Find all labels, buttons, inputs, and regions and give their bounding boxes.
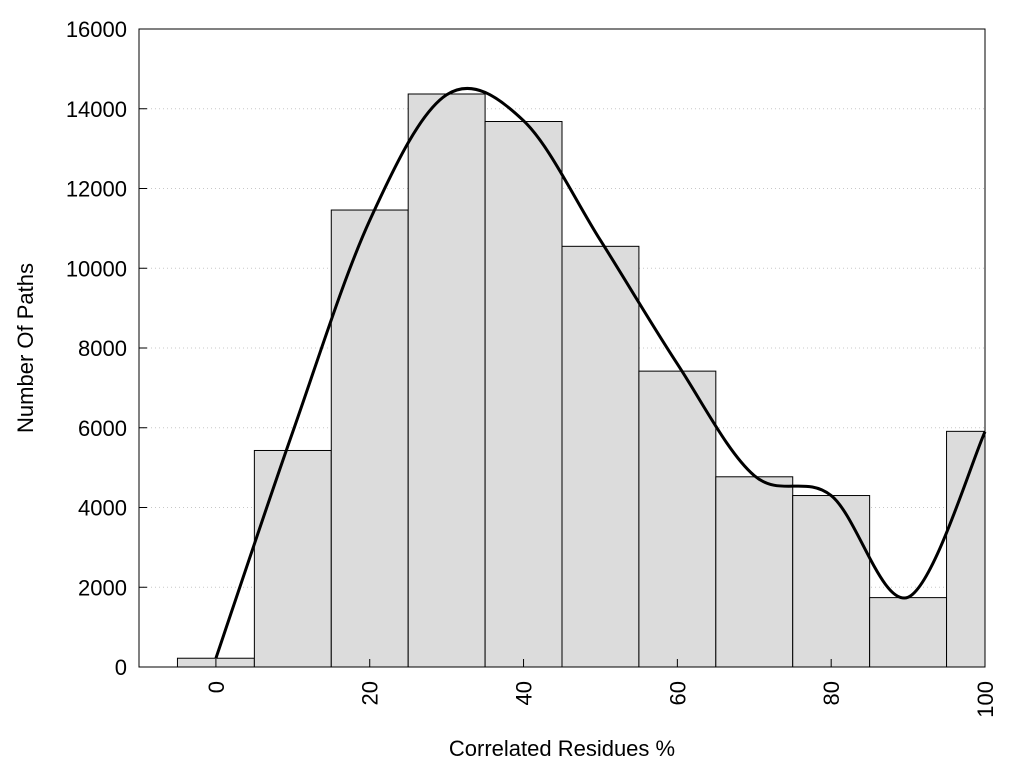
x-tick-label: 60 [665,681,690,705]
y-tick-label: 0 [115,655,127,680]
y-tick-label: 10000 [66,256,127,281]
x-tick-label: 20 [358,681,383,705]
smooth-density-curve [214,86,987,659]
y-tick-label: 2000 [78,575,127,600]
histogram-bar-1 [253,449,332,668]
histogram-bars [176,93,986,668]
x-axis-ticks: 0 20 40 60 80 100 [204,659,998,718]
y-tick-label: 6000 [78,416,127,441]
x-tick-label: 40 [512,681,537,705]
histogram-bar-8 [792,495,871,668]
y-tick-label: 12000 [66,177,127,202]
x-tick-label: 100 [973,681,998,718]
histogram-bar-4 [484,121,563,668]
x-tick-label: 0 [204,681,229,693]
histogram-bar-6 [638,370,717,668]
y-tick-label: 8000 [78,336,127,361]
y-tick-label: 14000 [66,97,127,122]
y-tick-label: 16000 [66,17,127,42]
histogram-bar-7 [715,476,794,668]
y-axis-ticks: 0 2000 4000 6000 8000 10000 12000 14000 16000 [66,17,147,680]
histogram-bar-2 [330,209,409,668]
histogram-bar-10 [946,430,986,668]
x-tick-label: 80 [819,681,844,705]
y-axis-label: Number Of Paths [13,263,38,433]
histogram-bar-3 [407,93,486,668]
histogram-bar-9 [869,597,948,668]
y-tick-label: 4000 [78,496,127,521]
histogram-bar-5 [561,245,640,668]
x-axis-label: Correlated Residues % [449,736,675,761]
